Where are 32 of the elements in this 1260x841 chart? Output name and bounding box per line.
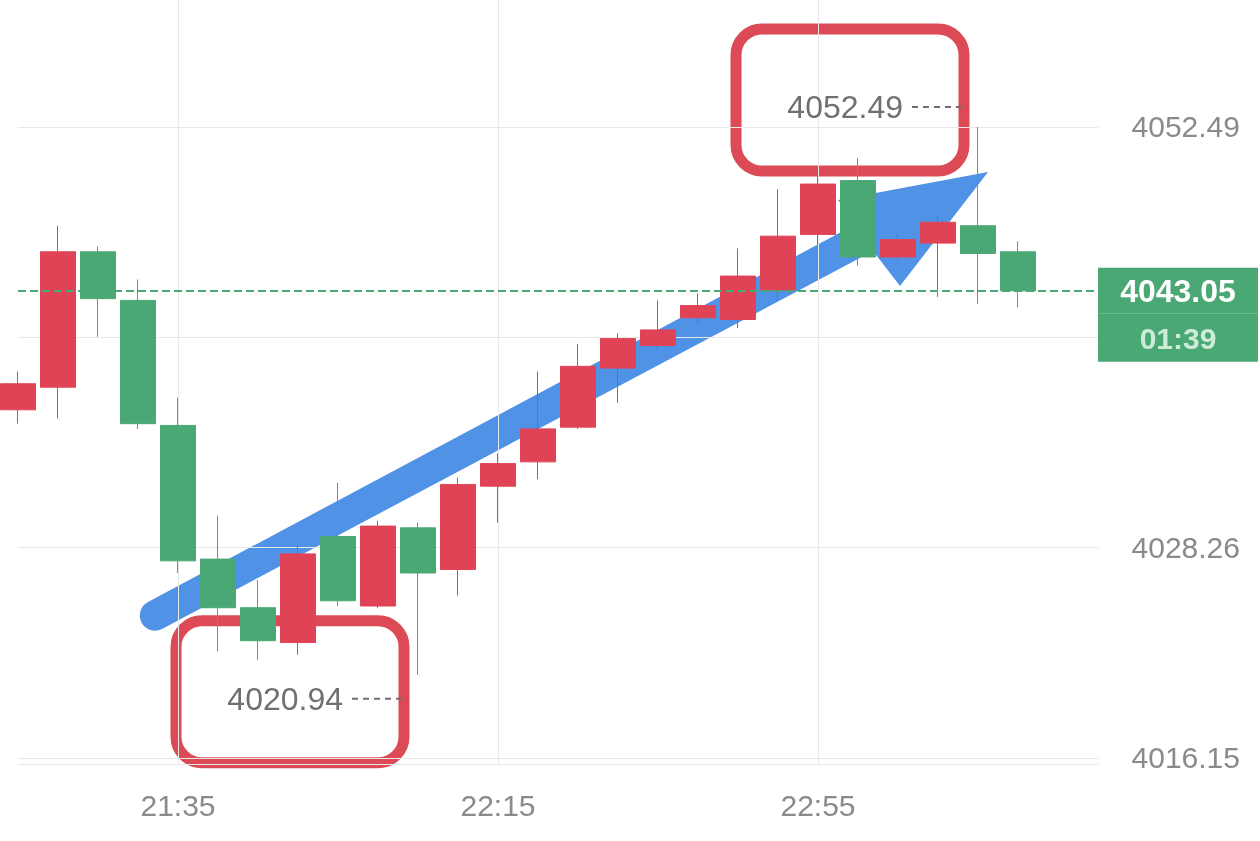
candlestick: [680, 292, 716, 324]
candlestick: [520, 371, 556, 480]
candlestick: [720, 247, 756, 329]
x-tick-label: 21:35: [140, 788, 216, 822]
annotation: 4020.94: [227, 680, 343, 717]
candlestick: [440, 477, 476, 597]
ref-line-label: 4043.05: [1120, 272, 1236, 309]
y-tick-label: 4052.49: [1131, 110, 1240, 144]
x-tick-label: 22:15: [460, 788, 536, 822]
x-tick-label: 22:55: [780, 788, 856, 822]
y-tick-label: 4016.15: [1131, 741, 1240, 775]
candlestick: [360, 520, 396, 609]
candlestick: [840, 157, 876, 267]
candlestick: [200, 515, 236, 652]
candlestick: [280, 544, 316, 656]
candlestick: [320, 482, 356, 607]
candlestick: [160, 397, 196, 574]
candlestick: [880, 233, 916, 261]
candlestick: [400, 522, 436, 676]
candlestick: [600, 332, 636, 404]
y-tick-label: 4028.26: [1131, 531, 1240, 565]
candlestick: [760, 188, 796, 301]
candlestick: [480, 452, 516, 524]
text: 01:39: [1139, 322, 1217, 356]
candlestick: [0, 371, 36, 425]
candlestick: [920, 214, 956, 298]
candlestick: [640, 299, 676, 352]
candlestick: [240, 579, 276, 661]
candlestick: [800, 169, 836, 246]
candlestick: [560, 343, 596, 430]
candlestick: [40, 225, 76, 419]
annotation: 4052.49: [787, 88, 903, 125]
